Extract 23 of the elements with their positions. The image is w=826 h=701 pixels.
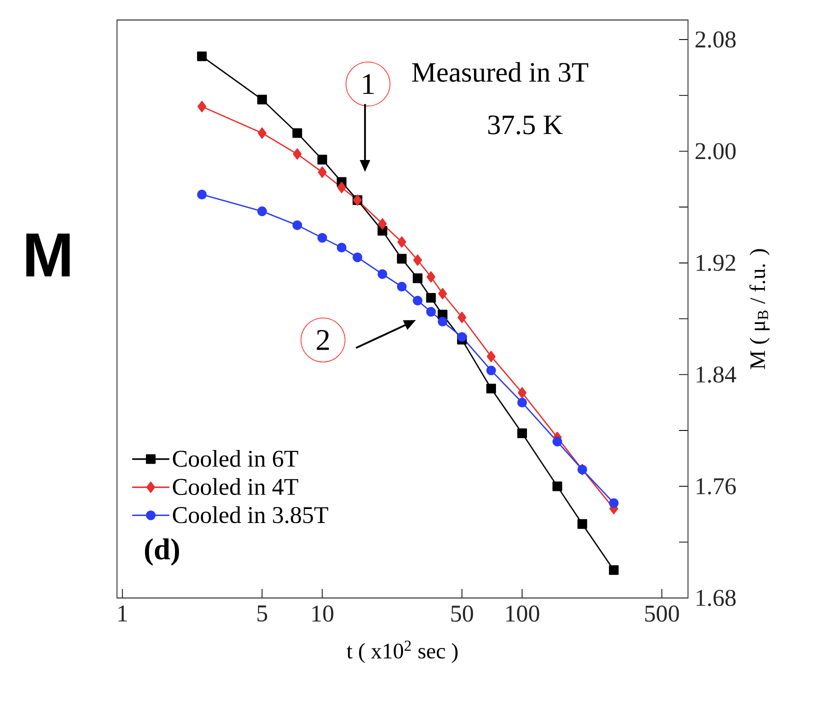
y-tick-label: 1.92	[696, 254, 736, 272]
x-tick-label: 100	[506, 606, 540, 622]
annotation: (d)	[144, 538, 180, 566]
x-tick-label: 500	[645, 606, 679, 622]
legend-label: Cooled in 3.85T	[172, 506, 328, 524]
x-axis-title: t ( x10$^{2}$ sec )	[346, 640, 458, 664]
x-tick-label: 10	[312, 606, 334, 622]
x-tick-label: 5	[257, 606, 268, 622]
annotation: 2	[316, 330, 329, 350]
legend-label: Cooled in 4T	[172, 478, 298, 496]
annotation: Measured in 3T	[412, 62, 588, 82]
annotation: 37.5 K	[488, 116, 563, 134]
y-tick-label: 1.84	[696, 366, 736, 383]
y-axis-title: M ( μ$_{B}$ / f.u. )	[749, 249, 770, 370]
text: M	[26, 234, 70, 276]
annotation: 1	[363, 74, 374, 94]
x-tick-label: 50	[451, 606, 474, 622]
y-tick-label: 1.68	[696, 590, 736, 606]
x-tick-label: 1	[118, 606, 127, 622]
legend-label: Cooled in 6T	[172, 450, 298, 467]
y-tick-label: 1.76	[696, 478, 736, 494]
text: 2.00	[696, 143, 736, 160]
y-tick-label: 2.08	[696, 31, 736, 48]
